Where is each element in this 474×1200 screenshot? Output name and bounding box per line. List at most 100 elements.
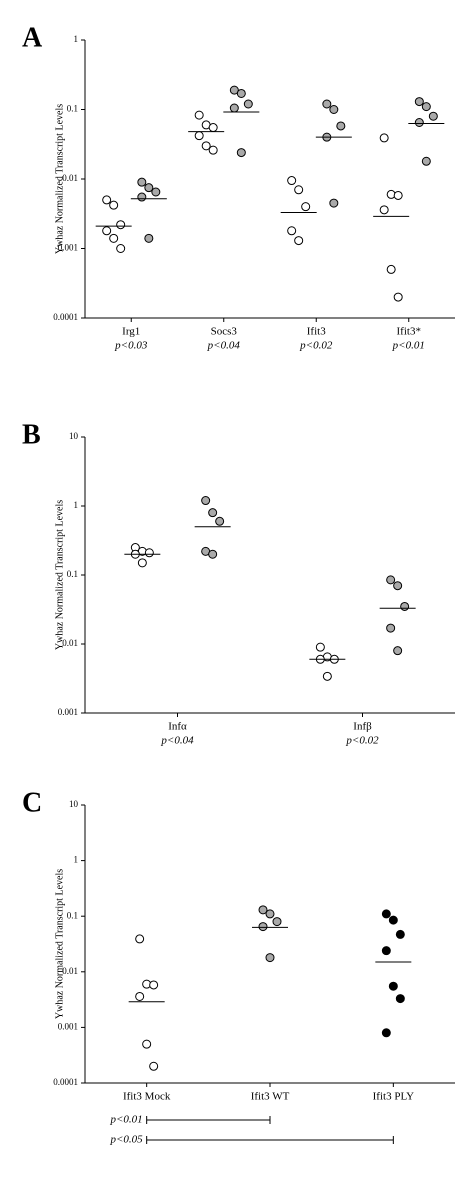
- data-point: [395, 929, 405, 939]
- data-point: [137, 192, 147, 202]
- data-point: [208, 145, 218, 155]
- x-tick-label: Infβ: [353, 721, 372, 733]
- data-point: [137, 558, 147, 568]
- data-point: [265, 909, 275, 919]
- y-tick-label: 1: [74, 34, 79, 44]
- data-point: [258, 905, 268, 915]
- data-point: [386, 264, 396, 274]
- data-point: [315, 642, 325, 652]
- data-point: [381, 909, 391, 919]
- y-tick-label: 0.001: [58, 1021, 78, 1031]
- data-point: [393, 581, 403, 591]
- data-point: [258, 922, 268, 932]
- data-point: [386, 623, 396, 633]
- data-point: [149, 980, 159, 990]
- y-tick-label: 0.001: [58, 707, 78, 717]
- x-tick-label: Ifit3 PLY: [373, 1091, 414, 1103]
- data-point: [194, 131, 204, 141]
- p-value: p<0.01: [392, 340, 425, 352]
- y-axis-label: Ywhaz Normalized Transcript Levels: [54, 500, 65, 650]
- y-tick-label: 1: [74, 500, 79, 510]
- y-tick-label: 0.001: [58, 243, 78, 253]
- y-tick-label: 0.0001: [53, 312, 78, 322]
- x-tick-label: Socs3: [211, 326, 238, 338]
- p-value: p<0.04: [160, 735, 194, 747]
- data-point: [272, 917, 282, 927]
- x-tick-label: Irg1: [122, 326, 140, 338]
- p-value: p<0.03: [114, 340, 148, 352]
- comparison-label: p<0.05: [109, 1134, 143, 1146]
- data-point: [287, 176, 297, 186]
- data-point: [137, 177, 147, 187]
- panel-label: A: [22, 22, 43, 53]
- panel-label: B: [22, 419, 41, 450]
- data-point: [194, 110, 204, 120]
- data-point: [109, 233, 119, 243]
- data-point: [102, 226, 112, 236]
- data-point: [379, 205, 389, 215]
- y-tick-label: 0.0001: [53, 1077, 78, 1087]
- y-tick-label: 0.1: [67, 104, 78, 114]
- data-point: [329, 105, 339, 114]
- data-point: [243, 99, 253, 109]
- data-point: [393, 292, 403, 302]
- data-point: [142, 1039, 152, 1049]
- data-point: [208, 549, 218, 559]
- comparison-label: p<0.01: [109, 1114, 142, 1126]
- y-tick-label: 0.01: [62, 966, 78, 976]
- data-point: [144, 233, 154, 243]
- x-tick-label: Ifit3: [307, 326, 326, 338]
- data-point: [149, 1061, 159, 1071]
- y-axis-label: Ywhaz Normalized Transcript Levels: [54, 869, 65, 1019]
- data-point: [265, 953, 275, 963]
- data-point: [236, 88, 246, 98]
- data-point: [428, 111, 438, 121]
- data-point: [135, 991, 145, 1001]
- p-value: p<0.02: [299, 340, 333, 352]
- data-point: [336, 121, 346, 131]
- p-value: p<0.02: [345, 735, 379, 747]
- data-point: [414, 118, 424, 128]
- data-point: [116, 220, 126, 230]
- y-tick-label: 0.1: [67, 569, 78, 579]
- y-tick-label: 0.1: [67, 910, 78, 920]
- data-point: [229, 103, 239, 113]
- data-point: [201, 141, 211, 151]
- data-point: [287, 226, 297, 236]
- p-value: p<0.04: [207, 340, 241, 352]
- data-point: [301, 202, 311, 212]
- data-point: [151, 187, 161, 197]
- data-point: [381, 1028, 391, 1038]
- data-point: [421, 156, 431, 166]
- data-point: [144, 183, 154, 193]
- data-point: [388, 915, 398, 925]
- data-point: [201, 496, 211, 506]
- data-point: [329, 198, 339, 208]
- data-point: [215, 516, 225, 526]
- x-tick-label: Ifit3 WT: [251, 1091, 290, 1103]
- data-point: [381, 946, 391, 956]
- data-point: [414, 97, 424, 107]
- data-point: [322, 671, 332, 681]
- data-point: [102, 195, 112, 205]
- y-tick-label: 10: [69, 799, 79, 809]
- data-point: [386, 575, 396, 585]
- x-tick-label: Ifit3 Mock: [123, 1091, 171, 1103]
- x-tick-label: Ifit3*: [397, 326, 421, 338]
- data-point: [144, 548, 154, 558]
- y-tick-label: 1: [74, 855, 79, 865]
- panel-label: C: [22, 787, 42, 818]
- y-tick-label: 0.01: [62, 638, 78, 648]
- data-point: [388, 981, 398, 991]
- x-tick-label: Infα: [168, 721, 187, 733]
- data-point: [393, 190, 403, 200]
- data-point: [322, 99, 332, 109]
- data-point: [393, 646, 403, 656]
- data-point: [109, 200, 119, 210]
- data-point: [116, 244, 126, 253]
- y-tick-label: 0.01: [62, 173, 78, 183]
- data-point: [236, 148, 246, 158]
- data-point: [400, 601, 410, 611]
- y-axis-label: Ywhaz Normalized Transcript Levels: [54, 104, 65, 254]
